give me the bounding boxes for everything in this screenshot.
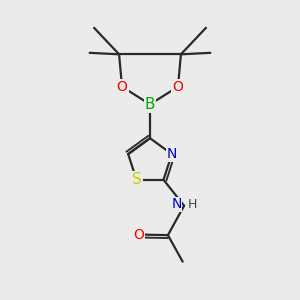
Text: O: O [133, 227, 144, 242]
Text: O: O [172, 80, 183, 94]
Text: S: S [132, 172, 141, 187]
Text: B: B [145, 97, 155, 112]
Text: O: O [117, 80, 128, 94]
Text: N: N [167, 147, 177, 161]
Text: H: H [188, 198, 197, 211]
Text: N: N [171, 197, 182, 211]
